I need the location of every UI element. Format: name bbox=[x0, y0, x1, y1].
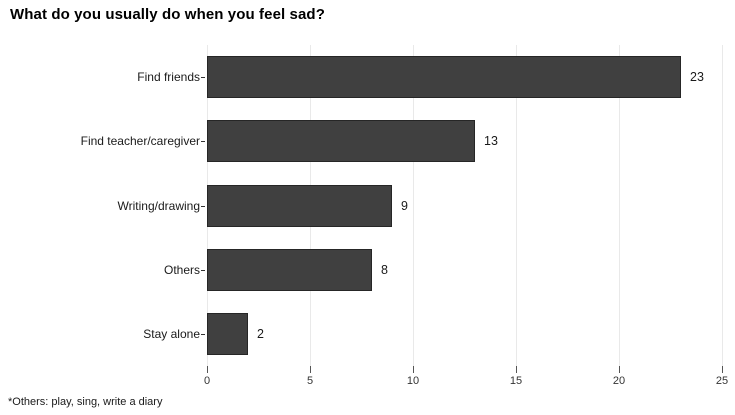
category-label: Others bbox=[163, 263, 200, 277]
category-label: Writing/drawing bbox=[117, 199, 200, 213]
value-label: 13 bbox=[484, 134, 498, 148]
x-axis-tick-label: 20 bbox=[612, 375, 626, 387]
category-label: Stay alone bbox=[143, 327, 200, 341]
y-axis-tick bbox=[201, 206, 205, 207]
x-axis-tick bbox=[516, 366, 517, 373]
gridline bbox=[722, 45, 723, 366]
x-axis-tick-label: 10 bbox=[406, 375, 420, 387]
category-label: Find teacher/caregiver bbox=[80, 134, 200, 148]
gridline bbox=[413, 45, 414, 366]
chart-footnote: *Others: play, sing, write a diary bbox=[8, 396, 163, 408]
bar bbox=[207, 249, 372, 291]
x-axis-tick-label: 25 bbox=[715, 375, 729, 387]
gridline bbox=[619, 45, 620, 366]
value-label: 2 bbox=[257, 327, 264, 341]
x-axis-tick bbox=[619, 366, 620, 373]
value-label: 23 bbox=[690, 70, 704, 84]
x-axis-tick-label: 0 bbox=[203, 375, 211, 387]
x-axis-tick-label: 5 bbox=[306, 375, 314, 387]
value-label: 8 bbox=[381, 263, 388, 277]
plot-area: 0 5 10 15 20 25 Find friends 23 Find teacher/car… bbox=[81, 45, 728, 387]
x-axis-tick bbox=[207, 366, 208, 373]
y-axis-tick bbox=[201, 334, 205, 335]
chart-title: What do you usually do when you feel sad… bbox=[10, 6, 325, 23]
bar bbox=[207, 56, 681, 98]
x-axis-tick bbox=[413, 366, 414, 373]
bar bbox=[207, 120, 475, 162]
y-axis-tick bbox=[201, 141, 205, 142]
category-label: Find friends bbox=[137, 70, 200, 84]
gridline bbox=[516, 45, 517, 366]
x-axis-tick bbox=[310, 366, 311, 373]
y-axis-tick bbox=[201, 270, 205, 271]
x-axis-tick bbox=[722, 366, 723, 373]
x-axis-tick-label: 15 bbox=[509, 375, 523, 387]
bar bbox=[207, 313, 248, 355]
y-axis-tick bbox=[201, 77, 205, 78]
value-label: 9 bbox=[401, 199, 408, 213]
bar bbox=[207, 185, 392, 227]
